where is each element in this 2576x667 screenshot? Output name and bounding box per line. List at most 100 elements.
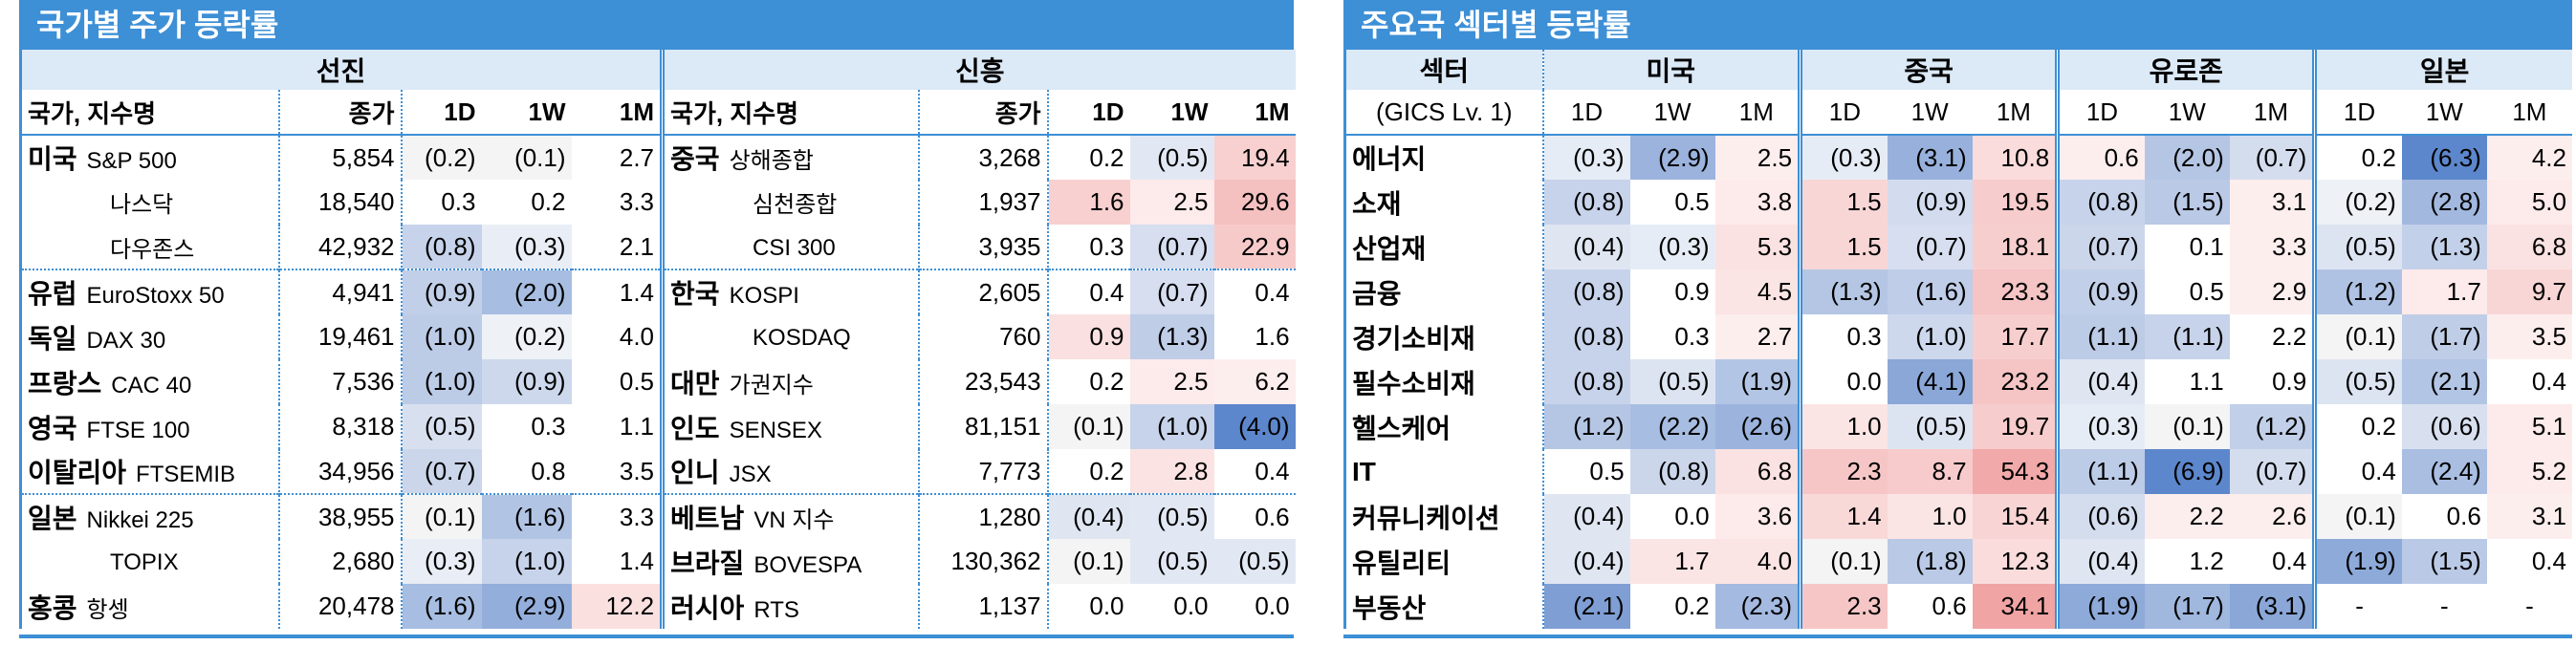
country-label: 일본 [28,504,77,533]
close-cell: 130,362 [917,539,1048,584]
sector-change-1d-cell: (0.8) [1541,180,1630,225]
col-header-1w: 1W [1129,90,1214,136]
sector-change-1d-cell: 1.5 [1798,180,1888,225]
table-row: 미국 S&P 500 5,854 (0.2) (0.1) 2.7 중국 상해종합 3,268 0.… [19,135,1296,180]
sector-change-1w-cell: (3.1) [1887,135,1973,180]
sector-change-1w-cell: 0.1 [2144,225,2230,269]
change-1w-cell: 0.8 [481,449,572,494]
col-header-1w: 1W [1629,90,1715,136]
sector-name: IT [1343,449,1543,494]
change-1d-cell: 1.6 [1046,180,1130,225]
sector-change-1w-cell: (1.0) [1887,314,1973,359]
change-1d-cell: 0.3 [400,180,482,225]
sector-change-1w-cell: (4.1) [1887,359,1973,404]
change-1m-cell: 1.1 [571,404,663,449]
index-label: VN 지수 [753,507,835,533]
sector-change-1m-cell: 0.4 [2486,539,2572,584]
close-cell: 23,543 [917,359,1048,404]
sector-change-1d-cell: (1.2) [1541,404,1630,449]
index-name-cell: 프랑스 CAC 40 [19,359,279,404]
change-1w-cell: 0.3 [481,404,572,449]
col-header-name: 국가, 지수명 [19,90,279,136]
index-name-cell: 일본 Nikkei 225 [19,493,279,539]
change-1d-cell: (0.5) [400,404,482,449]
index-name-cell: 중국 상해종합 [660,135,919,180]
sector-change-1w-cell: 1.7 [2401,269,2487,314]
col-header-1d: 1D [2312,90,2402,136]
index-name-cell: TOPIX [19,539,279,584]
index-label: BOVESPA [753,551,862,578]
sector-change-1m-cell: 4.2 [2486,135,2572,180]
change-1w-cell: (1.0) [1129,404,1214,449]
index-label: TOPIX [110,549,179,575]
change-1d-cell: (0.2) [400,135,482,180]
sector-change-1w-cell: 1.2 [2144,539,2230,584]
sector-change-1w-cell: (0.5) [1629,359,1715,404]
index-label: CAC 40 [111,372,192,398]
index-name-cell: 독일 DAX 30 [19,314,279,359]
sector-change-1w-cell: (0.3) [1629,225,1715,269]
sector-change-1d-cell: (0.1) [1798,539,1888,584]
sector-change-1w-cell: (1.1) [2144,314,2230,359]
sector-change-1w-cell: (2.2) [1629,404,1715,449]
index-name-cell: 홍콩 항셍 [19,584,279,629]
index-name-cell: KOSDAQ [660,314,919,359]
sector-change-1w-cell: (1.7) [2401,314,2487,359]
index-label: CSI 300 [753,234,836,261]
sector-change-1d-cell: (0.6) [2055,494,2145,539]
sector-change-1w-cell: (0.9) [1887,180,1973,225]
sector-change-1d-cell: 0.6 [2055,135,2145,180]
sector-change-1w-cell: (1.7) [2144,584,2230,629]
country-label: 프랑스 [28,368,102,398]
table-row: IT 0.5 (0.8) 6.8 2.3 8.7 54.3 (1.1) (6.9) (0.7) 0.… [1343,449,2572,494]
sector-change-1m-cell: 3.1 [2229,180,2315,225]
sector-change-1d-cell: (0.4) [1541,494,1630,539]
sector-change-1m-cell: 17.7 [1972,314,2058,359]
sector-change-1w-cell: (6.3) [2401,135,2487,180]
sector-change-1d-cell: (0.2) [2312,180,2402,225]
sector-change-1w-cell: 0.5 [2144,269,2230,314]
sector-change-1d-cell: (0.5) [2312,359,2402,404]
sector-change-1w-cell: 0.3 [1629,314,1715,359]
col-header-name: 국가, 지수명 [660,90,919,136]
sector-change-1m-cell: (3.1) [2229,584,2315,629]
change-1m-cell: 1.4 [571,269,663,314]
table-row: 유럽 EuroStoxx 50 4,941 (0.9) (2.0) 1.4 한국 KOSPI 2… [19,269,1296,314]
change-1d-cell: 0.4 [1046,269,1130,314]
sector-change-1m-cell: (2.6) [1714,404,1801,449]
col-header-1w: 1W [2401,90,2487,136]
close-cell: 3,268 [917,135,1048,180]
change-1m-cell: 19.4 [1213,135,1296,180]
table-row: 다우존스 42,932 (0.8) (0.3) 2.1 CSI 300 3,935 0.3 (0… [19,225,1296,269]
sector-change-1m-cell: (1.9) [1714,359,1801,404]
close-cell: 2,680 [277,539,402,584]
sector-change-1d-cell: (1.1) [2055,314,2145,359]
sector-change-1w-cell: (0.1) [2144,404,2230,449]
table-row: 영국 FTSE 100 8,318 (0.5) 0.3 1.1 인도 SENSEX 81,151… [19,404,1296,449]
country-table-body: 미국 S&P 500 5,854 (0.2) (0.1) 2.7 중국 상해종합 3,268 0.… [19,135,1296,629]
country-label: 베트남 [670,504,745,533]
change-1d-cell: (0.1) [1046,539,1130,584]
sector-change-1d-cell: (0.1) [2312,314,2402,359]
close-cell: 2,605 [917,269,1048,314]
index-label: FTSEMIB [136,462,236,487]
change-1w-cell: (2.0) [481,269,572,314]
sector-change-1w-cell: 1.1 [2144,359,2230,404]
change-1d-cell: 0.2 [1046,359,1130,404]
change-1w-cell: 2.5 [1129,359,1214,404]
sector-change-1d-cell: (0.4) [1541,539,1630,584]
sector-name: 에너지 [1343,135,1543,180]
table-row: 필수소비재 (0.8) (0.5) (1.9) 0.0 (4.1) 23.2 (0.4) 1.1… [1343,359,2572,404]
table-row: 커뮤니케이션 (0.4) 0.0 3.6 1.4 1.0 15.4 (0.6) 2.2 2.6 (0… [1343,494,2572,539]
sector-change-1w-cell: 0.6 [2401,494,2487,539]
sector-change-1d-cell: (0.4) [2055,359,2145,404]
col-header-1w: 1W [1887,90,1973,136]
close-cell: 4,941 [277,269,402,314]
country-label: 영국 [28,413,77,443]
close-cell: 760 [917,314,1048,359]
index-label: 항셍 [86,596,129,623]
sector-change-1m-cell: 0.9 [2229,359,2315,404]
table-row: 일본 Nikkei 225 38,955 (0.1) (1.6) 3.3 베트남 VN 지수 1… [19,493,1296,539]
sector-change-1m-cell: (0.7) [2229,449,2315,494]
sector-change-1m-cell: 3.3 [2229,225,2315,269]
